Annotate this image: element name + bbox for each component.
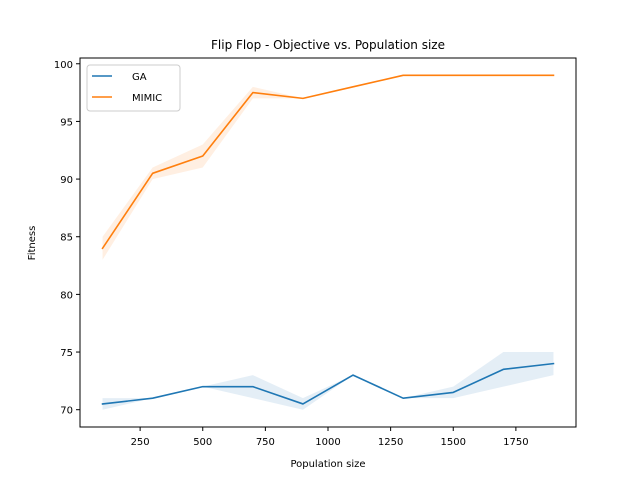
x-tick-label: 250	[131, 437, 150, 448]
x-tick-label: 500	[193, 437, 212, 448]
mimic-confidence-band	[102, 75, 554, 260]
legend: GA MIMIC	[86, 64, 181, 112]
y-tick-label: 85	[60, 233, 73, 244]
y-tick-label: 80	[60, 290, 73, 301]
ga-confidence-band	[102, 352, 554, 410]
y-tick-label: 70	[60, 406, 73, 417]
ga-series-line	[101, 362, 555, 405]
mimic-series-line	[101, 74, 555, 250]
series-lines	[101, 74, 555, 405]
x-tick-label: 750	[256, 437, 275, 448]
x-tick-label: 1750	[503, 437, 528, 448]
x-axis-title: Population size	[290, 459, 365, 470]
x-tick-label: 1250	[378, 437, 403, 448]
x-tick-label: 1500	[441, 437, 466, 448]
x-tick-label: 1000	[315, 437, 340, 448]
x-axis-ticks: 250 500 750 1000 1250 1500 1750	[131, 427, 529, 448]
y-axis-title: Fitness	[27, 226, 38, 261]
ga-legend-label: GA	[132, 72, 147, 83]
plot-frame	[79, 57, 577, 428]
mimic-legend-label: MIMIC	[132, 93, 162, 104]
confidence-bands	[102, 75, 554, 410]
y-tick-label: 75	[60, 348, 73, 359]
y-tick-label: 95	[60, 117, 73, 128]
y-tick-label: 100	[54, 60, 73, 71]
y-tick-label: 90	[60, 175, 73, 186]
y-axis-ticks: 70 75 80 85 90 95 100	[54, 60, 80, 417]
chart-title: Flip Flop - Objective vs. Population siz…	[211, 38, 445, 52]
